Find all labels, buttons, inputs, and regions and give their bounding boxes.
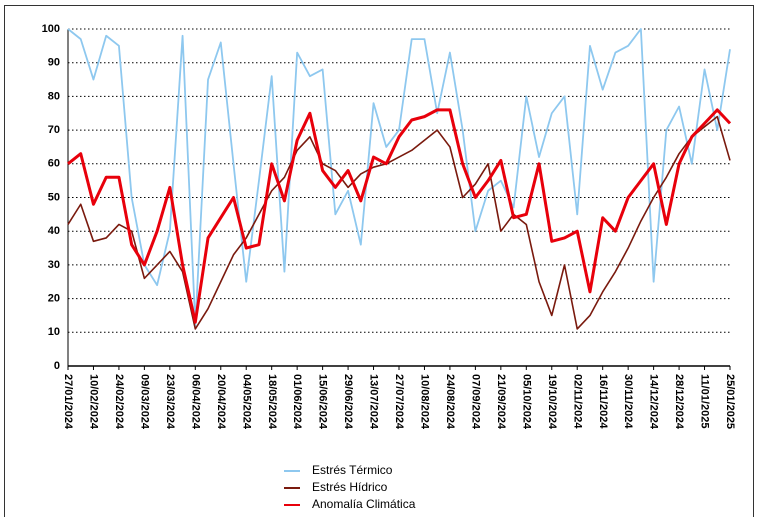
- x-tick-label: 05/10/2024: [520, 374, 532, 430]
- x-tick-label: 10/08/2024: [419, 374, 431, 430]
- series-line: [67, 115, 731, 330]
- x-tick-label: 28/12/2024: [673, 374, 685, 430]
- x-tick-label: 27/01/2024: [62, 374, 74, 430]
- series-line: [67, 28, 731, 327]
- x-tick-label: 24/02/2024: [113, 374, 125, 430]
- y-tick-label: 90: [48, 57, 60, 69]
- legend-label: Estrés Térmico: [312, 463, 393, 477]
- y-tick-label: 40: [48, 225, 60, 237]
- y-tick-label: 100: [42, 23, 60, 35]
- x-tick-label: 04/05/2024: [240, 374, 252, 430]
- series-line: [67, 108, 732, 324]
- y-tick-label: 10: [48, 326, 60, 338]
- y-tick-label: 0: [54, 360, 60, 372]
- legend-label: Anomalía Climática: [312, 497, 416, 511]
- x-tick-label: 29/06/2024: [342, 374, 354, 430]
- x-tick-label: 14/12/2024: [648, 374, 660, 430]
- frame: [4, 5, 754, 517]
- x-tick-label: 23/03/2024: [164, 374, 176, 430]
- x-tick-label: 20/04/2024: [215, 374, 227, 430]
- y-tick-label: 50: [48, 191, 60, 203]
- legend-label: Estrés Hídrico: [312, 480, 388, 494]
- x-tick-label: 09/03/2024: [138, 374, 150, 430]
- x-tick-label: 18/05/2024: [266, 374, 278, 430]
- y-tick-label: 80: [48, 90, 60, 102]
- x-tick-label: 02/11/2024: [571, 374, 583, 429]
- x-tick-label: 27/07/2024: [393, 374, 405, 430]
- x-tick-label: 24/08/2024: [444, 374, 456, 430]
- y-tick-label: 20: [48, 293, 60, 305]
- x-tick-label: 11/01/2025: [699, 374, 711, 428]
- x-tick-label: 19/10/2024: [546, 374, 558, 430]
- y-tick-label: 70: [48, 124, 60, 136]
- x-tick-label: 16/11/2024: [597, 374, 609, 429]
- y-tick-label: 60: [48, 158, 60, 170]
- y-tick-label: 30: [48, 259, 60, 271]
- x-tick-label: 30/11/2024: [622, 374, 634, 429]
- x-tick-label: 07/09/2024: [469, 374, 481, 430]
- x-tick-label: 10/02/2024: [88, 374, 100, 430]
- x-tick-label: 15/06/2024: [317, 374, 329, 430]
- x-tick-label: 21/09/2024: [495, 374, 507, 430]
- x-tick-label: 01/06/2024: [291, 374, 303, 430]
- x-tick-label: 25/01/2025: [724, 374, 736, 429]
- x-tick-label: 13/07/2024: [368, 374, 380, 430]
- x-tick-label: 06/04/2024: [189, 374, 201, 430]
